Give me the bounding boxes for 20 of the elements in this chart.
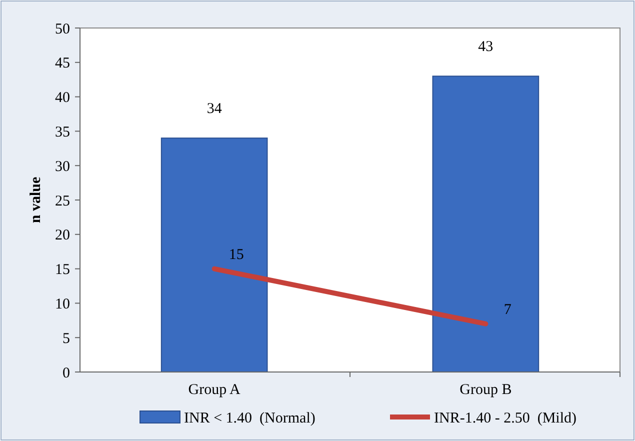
- y-tick-label: 45: [55, 56, 70, 72]
- y-tick-label: 50: [55, 21, 70, 38]
- y-tick-label: 25: [55, 193, 70, 210]
- y-axis-title: n value: [28, 176, 44, 224]
- y-tick-label: 10: [55, 296, 70, 312]
- y-tick-label: 5: [62, 330, 70, 347]
- data-label: 7: [504, 302, 512, 318]
- y-tick-label: 15: [55, 262, 70, 278]
- y-tick-label: 0: [62, 365, 70, 382]
- legend-label: INR-1.40 - 2.50 (Mild): [434, 410, 576, 426]
- x-tick-label: Group B: [460, 382, 512, 398]
- y-tick-label: 35: [55, 124, 70, 140]
- y-tick-label: 20: [55, 228, 70, 244]
- legend-label: INR < 1.40 (Normal): [184, 410, 316, 426]
- y-tick-label: 30: [55, 158, 70, 175]
- x-tick-label: Group A: [188, 382, 241, 398]
- data-label: 43: [478, 39, 494, 56]
- data-label: 34: [206, 101, 222, 118]
- y-tick-label: 40: [55, 90, 70, 106]
- data-label: 15: [228, 246, 244, 263]
